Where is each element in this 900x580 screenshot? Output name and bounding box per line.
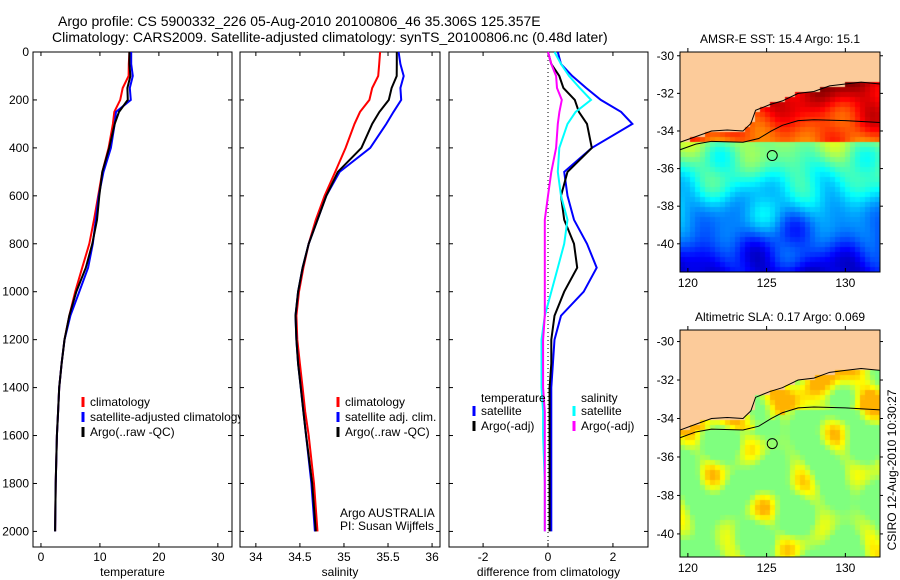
x-tick-label: 125	[757, 561, 777, 575]
x-tick-label: 34.5	[288, 550, 312, 564]
map-axes-box	[679, 51, 881, 273]
map-title: AMSR-E SST: 15.4 Argo: 15.1	[700, 32, 860, 46]
x-tick-label: 130	[835, 561, 855, 575]
legend-label: climatology	[345, 395, 405, 409]
x-tick-label: 130	[835, 276, 855, 290]
y-tick-label: 1800	[2, 476, 29, 490]
legend-label: Argo(..raw -QC)	[90, 425, 175, 439]
legend-label: Argo(..raw -QC)	[345, 425, 430, 439]
x-tick-label: -2	[478, 550, 489, 564]
legend-label: satellite	[481, 404, 522, 418]
x-tick-label: 35.5	[376, 550, 400, 564]
y-tick-label: -38	[657, 488, 675, 502]
y-tick-label: -34	[657, 124, 675, 138]
salinity-panel: 34 34.5 35 35.5 36 salinity climatologysatelli…	[239, 51, 441, 579]
sst-map-raster	[680, 52, 880, 272]
annotation-text: PI: Susan Wijffels	[340, 519, 434, 533]
series-line-argo--adj-	[542, 51, 563, 532]
y-tick-label: 600	[9, 189, 29, 203]
legend-header-salinity: salinity	[581, 391, 618, 405]
y-tick-label: -36	[657, 162, 675, 176]
x-tick-label: 36	[425, 550, 439, 564]
y-tick-label: -32	[657, 373, 675, 387]
sla-map-raster	[680, 330, 880, 557]
coastline	[679, 367, 881, 431]
y-tick-label: 800	[9, 237, 29, 251]
sst_map-panel: AMSR-E SST: 15.4 Argo: 15.1 120 125 130 -30 -…	[657, 32, 883, 290]
series-line-argo--adj-	[547, 51, 593, 532]
x-tick-label: 35	[337, 550, 351, 564]
legend-header-temperature: temperature	[481, 391, 546, 405]
map-axes-box	[679, 329, 881, 558]
series-line-satellite	[540, 51, 593, 532]
sla_map-panel: Altimetric SLA: 0.17 Argo: 0.069 120 125 13…	[657, 310, 883, 575]
y-tick-label: -38	[657, 199, 675, 213]
depth-contour	[679, 406, 881, 439]
x-tick-label: 2	[610, 550, 617, 564]
x-axis-label: difference from climatology	[477, 565, 620, 579]
x-tick-label: 0	[545, 550, 552, 564]
argo-position-marker	[766, 438, 778, 450]
credit-label: CSIRO 12-Aug-2010 10:30:27	[885, 389, 899, 551]
legend-label: satellite adj. clim.	[345, 410, 436, 424]
y-tick-label: 200	[9, 93, 29, 107]
series-line-argo---raw--qc-	[54, 52, 132, 532]
legend-label: Argo(-adj)	[481, 419, 534, 433]
axes-box	[32, 51, 233, 548]
x-tick-label: 125	[757, 276, 777, 290]
x-axis-label: salinity	[322, 565, 359, 579]
temperature-panel: 0 10 20 30 0 200 400 600 800 1000 1200 1400 1600 1800…	[2, 45, 243, 579]
y-tick-label: -30	[657, 49, 675, 63]
legend-label: Argo(-adj)	[581, 419, 634, 433]
y-tick-label: -32	[657, 86, 675, 100]
x-tick-label: 10	[93, 550, 107, 564]
x-axis-label: temperature	[100, 565, 165, 579]
y-tick-label: -36	[657, 450, 675, 464]
figure-title-line2: Climatology: CARS2009. Satellite-adjuste…	[52, 29, 608, 45]
legend-label: satellite-adjusted climatology	[90, 410, 243, 424]
coastline	[679, 81, 881, 143]
y-tick-label: 1000	[2, 285, 29, 299]
x-tick-label: 0	[38, 550, 45, 564]
y-tick-label: 0	[22, 45, 29, 59]
y-tick-label: -40	[657, 527, 675, 541]
series-line-argo---raw--qc-	[294, 52, 398, 532]
y-tick-label: -40	[657, 237, 675, 251]
y-tick-label: 1400	[2, 381, 29, 395]
y-tick-label: 1600	[2, 429, 29, 443]
y-tick-label: -34	[657, 411, 675, 425]
x-tick-label: 30	[211, 550, 225, 564]
axes-box	[239, 51, 441, 548]
y-tick-label: 1200	[2, 333, 29, 347]
y-tick-label: -30	[657, 335, 675, 349]
x-tick-label: 120	[678, 276, 698, 290]
legend-label: climatology	[90, 395, 150, 409]
x-tick-label: 20	[152, 550, 166, 564]
annotation-text: Argo AUSTRALIA	[340, 506, 435, 520]
figure-title-line1: Argo profile: CS 5900332_226 05-Aug-2010…	[58, 13, 541, 29]
x-tick-label: 120	[678, 561, 698, 575]
depth-contour	[679, 119, 881, 151]
argo-position-marker	[766, 150, 778, 162]
map-title: Altimetric SLA: 0.17 Argo: 0.069	[695, 310, 865, 324]
series-line-satellite	[550, 51, 634, 532]
y-tick-label: 2000	[2, 524, 29, 538]
x-tick-label: 34	[249, 550, 263, 564]
y-tick-label: 400	[9, 141, 29, 155]
legend-label: satellite	[581, 404, 622, 418]
